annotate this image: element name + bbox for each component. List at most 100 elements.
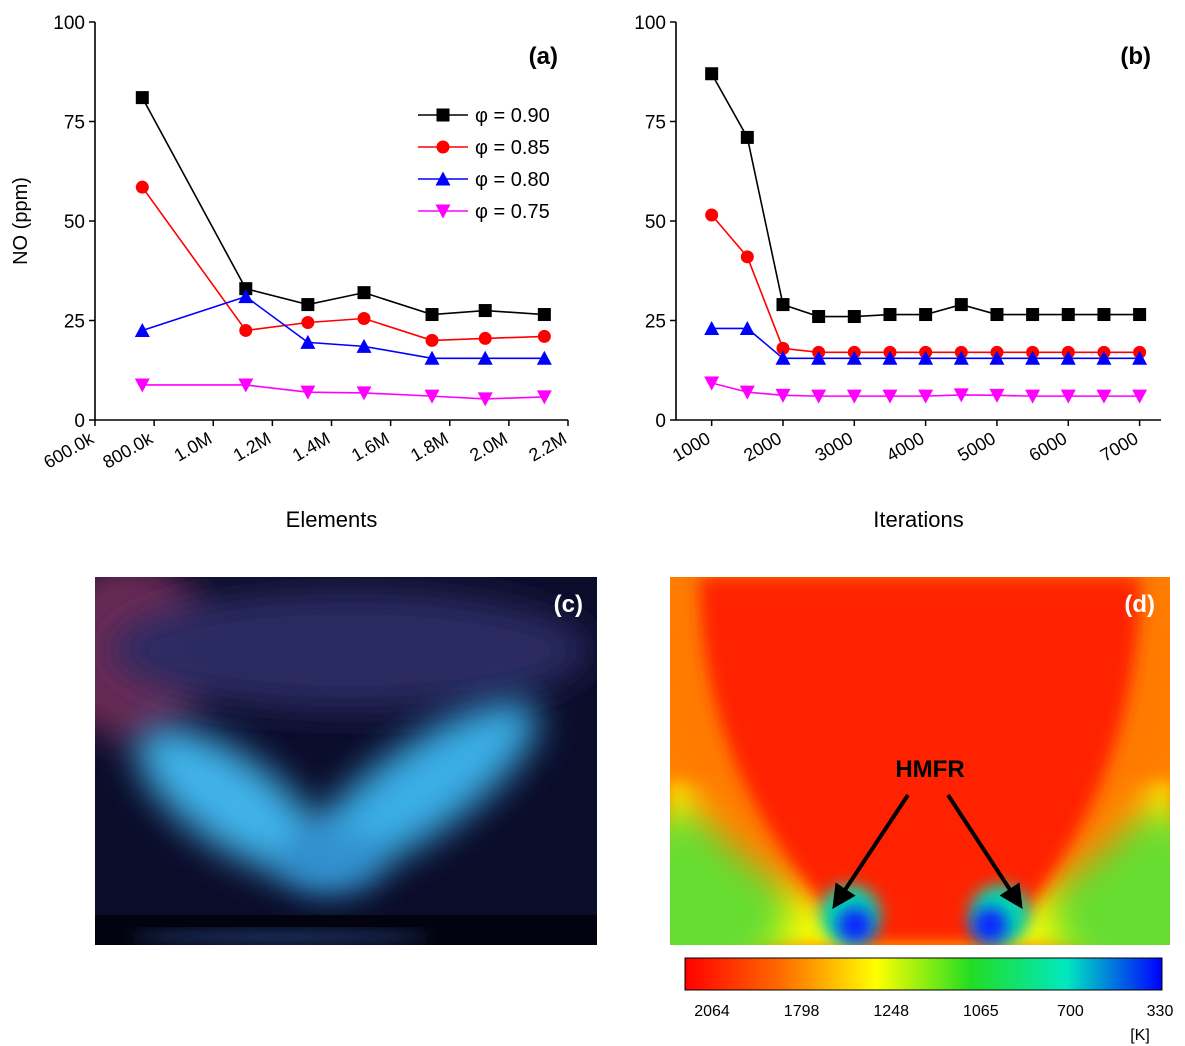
- marker: [239, 282, 253, 296]
- marker: [953, 350, 969, 365]
- panel-label: (a): [529, 43, 558, 70]
- y-tick-label: 75: [64, 113, 85, 134]
- marker: [775, 388, 791, 403]
- marker: [918, 389, 934, 404]
- marker: [704, 376, 720, 391]
- marker: [705, 208, 719, 222]
- marker: [425, 308, 439, 322]
- y-tick-label: 0: [74, 411, 85, 432]
- marker: [812, 310, 826, 324]
- marker: [238, 289, 254, 304]
- marker: [300, 334, 316, 349]
- legend-marker: [436, 140, 450, 154]
- y-tick-label: 75: [645, 113, 666, 134]
- marker: [134, 378, 150, 393]
- marker: [134, 322, 150, 337]
- x-tick-label: 1000: [669, 428, 714, 465]
- marker: [301, 315, 315, 329]
- marker: [1133, 308, 1147, 322]
- marker: [536, 390, 552, 405]
- annotation: HMFR: [895, 756, 964, 783]
- legend-marker: [435, 171, 451, 186]
- colorbar-unit: [K]: [1130, 1027, 1150, 1044]
- marker: [704, 320, 720, 335]
- marker: [739, 385, 755, 400]
- marker: [740, 130, 754, 144]
- marker: [1061, 308, 1075, 322]
- y-tick-label: 100: [53, 13, 85, 34]
- x-tick-label: 6000: [1026, 428, 1071, 465]
- x-axis-label: Iterations: [873, 507, 964, 532]
- temperature-contour: [670, 577, 1170, 945]
- marker: [1096, 389, 1112, 404]
- x-tick-label: 1.2M: [230, 428, 275, 465]
- y-tick-label: 100: [634, 13, 666, 34]
- marker: [1132, 350, 1148, 365]
- marker: [239, 323, 253, 337]
- series-line: [711, 214, 1140, 354]
- colorbar-labels: 2064 1798 1248 1065 700 330: [694, 1003, 1173, 1020]
- marker: [989, 350, 1005, 365]
- marker: [1025, 389, 1041, 404]
- marker: [883, 308, 897, 322]
- marker: [953, 388, 969, 403]
- marker: [1026, 308, 1040, 322]
- panel-label: (c): [554, 591, 583, 618]
- colorbar-label: 700: [1057, 1003, 1084, 1020]
- y-tick-label: 25: [64, 312, 85, 333]
- marker: [300, 385, 316, 400]
- series-line: [710, 73, 1140, 318]
- legend-label: φ = 0.75: [475, 201, 550, 223]
- axis-line: [675, 22, 1161, 421]
- colorbar-label: 1798: [784, 1003, 820, 1020]
- marker: [477, 392, 493, 407]
- marker: [846, 389, 862, 404]
- marker: [705, 67, 719, 81]
- x-tick-label: 600.0k: [40, 428, 98, 473]
- x-tick-label: 7000: [1097, 428, 1142, 465]
- x-tick-label: 2000: [740, 428, 785, 465]
- x-tick-label: 2.0M: [466, 428, 511, 465]
- marker: [1096, 350, 1112, 365]
- x-tick-label: 2.2M: [525, 428, 570, 465]
- marker: [424, 350, 440, 365]
- marker: [425, 333, 439, 347]
- marker: [776, 341, 790, 355]
- marker: [1025, 350, 1041, 365]
- marker: [356, 386, 372, 401]
- legend-label: φ = 0.90: [475, 105, 550, 127]
- legend-marker: [436, 108, 450, 122]
- legend-marker: [435, 204, 451, 219]
- y-axis-label: NO (ppm): [10, 177, 32, 265]
- marker: [135, 91, 149, 105]
- marker: [478, 331, 492, 345]
- x-tick-label: 4000: [883, 428, 928, 465]
- marker: [989, 388, 1005, 403]
- marker: [477, 350, 493, 365]
- marker: [811, 389, 827, 404]
- colorbar-label: 1065: [963, 1003, 999, 1020]
- marker: [356, 338, 372, 353]
- x-tick-label: 1.0M: [171, 428, 216, 465]
- marker: [847, 310, 861, 324]
- marker: [1097, 308, 1111, 322]
- marker: [1060, 389, 1076, 404]
- y-tick-label: 50: [64, 212, 85, 233]
- marker: [739, 320, 755, 335]
- marker: [846, 350, 862, 365]
- marker: [919, 308, 933, 322]
- y-tick-label: 50: [645, 212, 666, 233]
- marker: [537, 308, 551, 322]
- flame-photo: [95, 577, 597, 945]
- marker: [740, 250, 754, 264]
- marker: [238, 378, 254, 393]
- marker: [954, 298, 968, 312]
- y-tick-label: 0: [655, 411, 666, 432]
- x-tick-label: 3000: [812, 428, 857, 465]
- marker: [357, 286, 371, 300]
- legend-label: φ = 0.80: [475, 169, 550, 191]
- colorbar-label: 330: [1147, 1003, 1174, 1020]
- marker: [357, 312, 371, 326]
- x-tick-label: 5000: [954, 428, 999, 465]
